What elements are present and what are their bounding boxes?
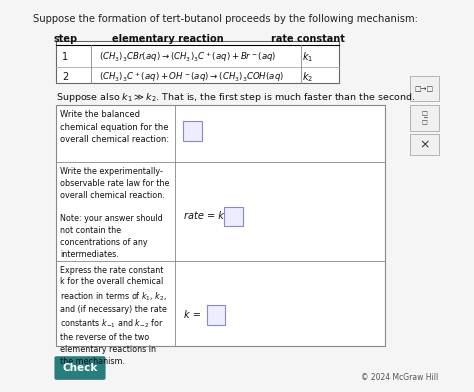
Text: $k_1$: $k_1$ <box>302 50 313 64</box>
FancyBboxPatch shape <box>56 41 339 83</box>
Text: step: step <box>54 34 77 44</box>
Text: $k_2$: $k_2$ <box>302 70 313 83</box>
FancyBboxPatch shape <box>410 76 439 102</box>
Text: $(CH_3)_3C^+(aq) + OH^-(aq) \rightarrow (CH_3)_3COH(aq)$: $(CH_3)_3C^+(aq) + OH^-(aq) \rightarrow … <box>99 70 284 83</box>
FancyBboxPatch shape <box>55 356 106 380</box>
FancyBboxPatch shape <box>56 105 385 347</box>
Text: Suppose also $k_1 \gg k_2$. That is, the first step is much faster than the seco: Suppose also $k_1 \gg k_2$. That is, the… <box>56 91 416 103</box>
Text: © 2024 McGraw Hill: © 2024 McGraw Hill <box>361 373 438 382</box>
FancyBboxPatch shape <box>224 207 243 226</box>
Text: Express the rate constant
k for the overall chemical
reaction in terms of $k_1$,: Express the rate constant k for the over… <box>60 266 167 366</box>
Text: □→□: □→□ <box>415 85 434 92</box>
Text: elementary reaction: elementary reaction <box>112 34 224 44</box>
Text: Write the experimentally-
observable rate law for the
overall chemical reaction.: Write the experimentally- observable rat… <box>60 167 169 259</box>
Text: rate = k: rate = k <box>184 212 224 221</box>
FancyBboxPatch shape <box>410 105 439 131</box>
Text: Write the balanced
chemical equation for the
overall chemical reaction:: Write the balanced chemical equation for… <box>60 110 169 144</box>
Text: $(CH_3)_3CBr(aq) \rightarrow (CH_3)_3C^+(aq) + Br^-(aq)$: $(CH_3)_3CBr(aq) \rightarrow (CH_3)_3C^+… <box>99 50 277 64</box>
Text: □
─
□: □ ─ □ <box>421 111 428 125</box>
FancyBboxPatch shape <box>183 121 201 141</box>
Text: k =: k = <box>184 310 201 320</box>
Text: ×: × <box>419 138 429 151</box>
Text: Suppose the formation of tert-butanol proceeds by the following mechanism:: Suppose the formation of tert-butanol pr… <box>33 14 418 24</box>
Text: 2: 2 <box>62 72 69 82</box>
Text: rate constant: rate constant <box>271 34 345 44</box>
FancyBboxPatch shape <box>410 134 439 156</box>
FancyBboxPatch shape <box>207 305 225 325</box>
Text: 1: 1 <box>63 52 68 62</box>
Text: Check: Check <box>62 363 98 373</box>
